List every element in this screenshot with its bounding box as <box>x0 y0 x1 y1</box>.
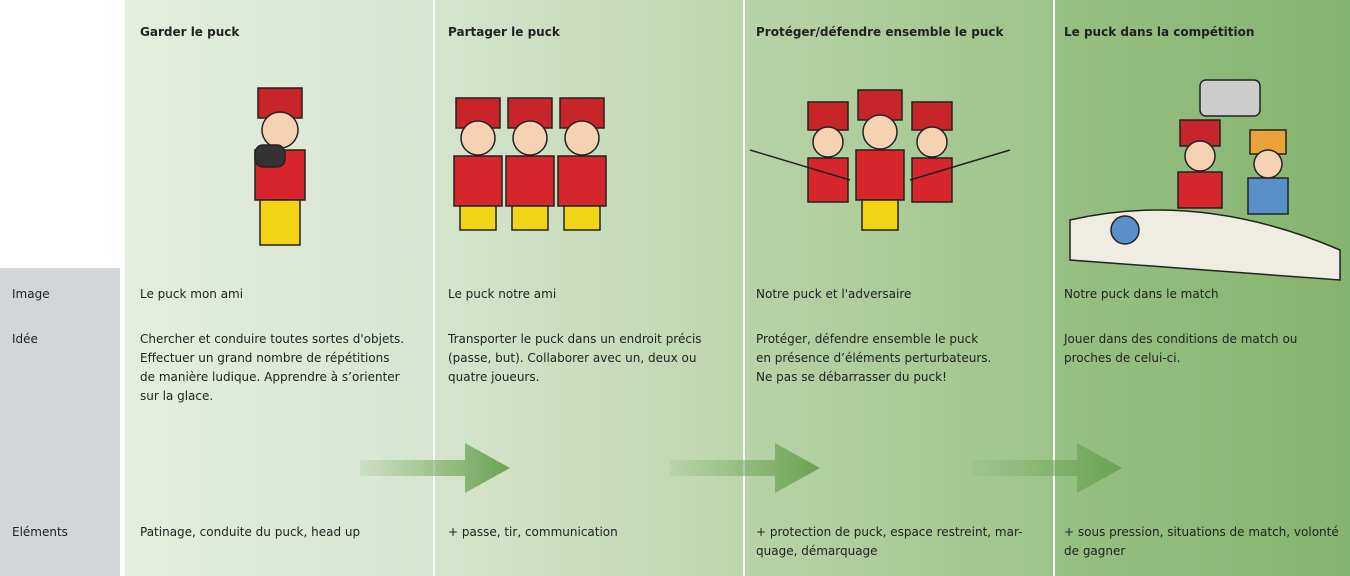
idea-line: Jouer dans des conditions de match ou <box>1064 332 1298 346</box>
image-caption: Le puck notre ami <box>448 287 557 301</box>
column-title: Le puck dans la compétition <box>1064 25 1255 39</box>
row-label-column <box>0 268 120 576</box>
idea-line: proches de celui-ci. <box>1064 351 1181 365</box>
image-caption: Le puck mon ami <box>140 287 244 301</box>
elements-line: Patinage, conduite du puck, head up <box>140 525 361 539</box>
idea-line: (passe, but). Collaborer avec un, deux o… <box>448 351 697 365</box>
row-label: Idée <box>12 332 38 346</box>
column-title: Garder le puck <box>140 25 240 39</box>
elements-line: + sous pression, situations de match, vo… <box>1064 525 1339 539</box>
column-title: Partager le puck <box>448 25 560 39</box>
elements-line: quage, démarquage <box>756 544 878 558</box>
row-label: Image <box>12 287 50 301</box>
idea-line: de manière ludique. Apprendre à s’orient… <box>140 370 400 384</box>
idea-line: quatre joueurs. <box>448 370 540 384</box>
idea-line: Ne pas se débarrasser du puck! <box>756 370 947 384</box>
idea-line: Protéger, défendre ensemble le puck <box>756 332 979 346</box>
image-caption: Notre puck et l'adversaire <box>756 287 912 301</box>
idea-line: Transporter le puck dans un endroit préc… <box>448 332 702 346</box>
elements-line: de gagner <box>1064 544 1126 558</box>
idea-line: sur la glace. <box>140 389 214 403</box>
idea-line: Effectuer un grand nombre de répétitions <box>140 351 390 365</box>
elements-line: + passe, tir, communication <box>448 525 618 539</box>
idea-line: Chercher et conduire toutes sortes d'obj… <box>140 332 405 346</box>
elements-line: + protection de puck, espace restreint, … <box>756 525 1023 539</box>
column-title: Protéger/défendre ensemble le puck <box>756 25 1004 39</box>
image-caption: Notre puck dans le match <box>1064 287 1219 301</box>
row-label: Eléments <box>12 525 68 539</box>
idea-line: en présence d’éléments perturbateurs. <box>756 351 992 365</box>
